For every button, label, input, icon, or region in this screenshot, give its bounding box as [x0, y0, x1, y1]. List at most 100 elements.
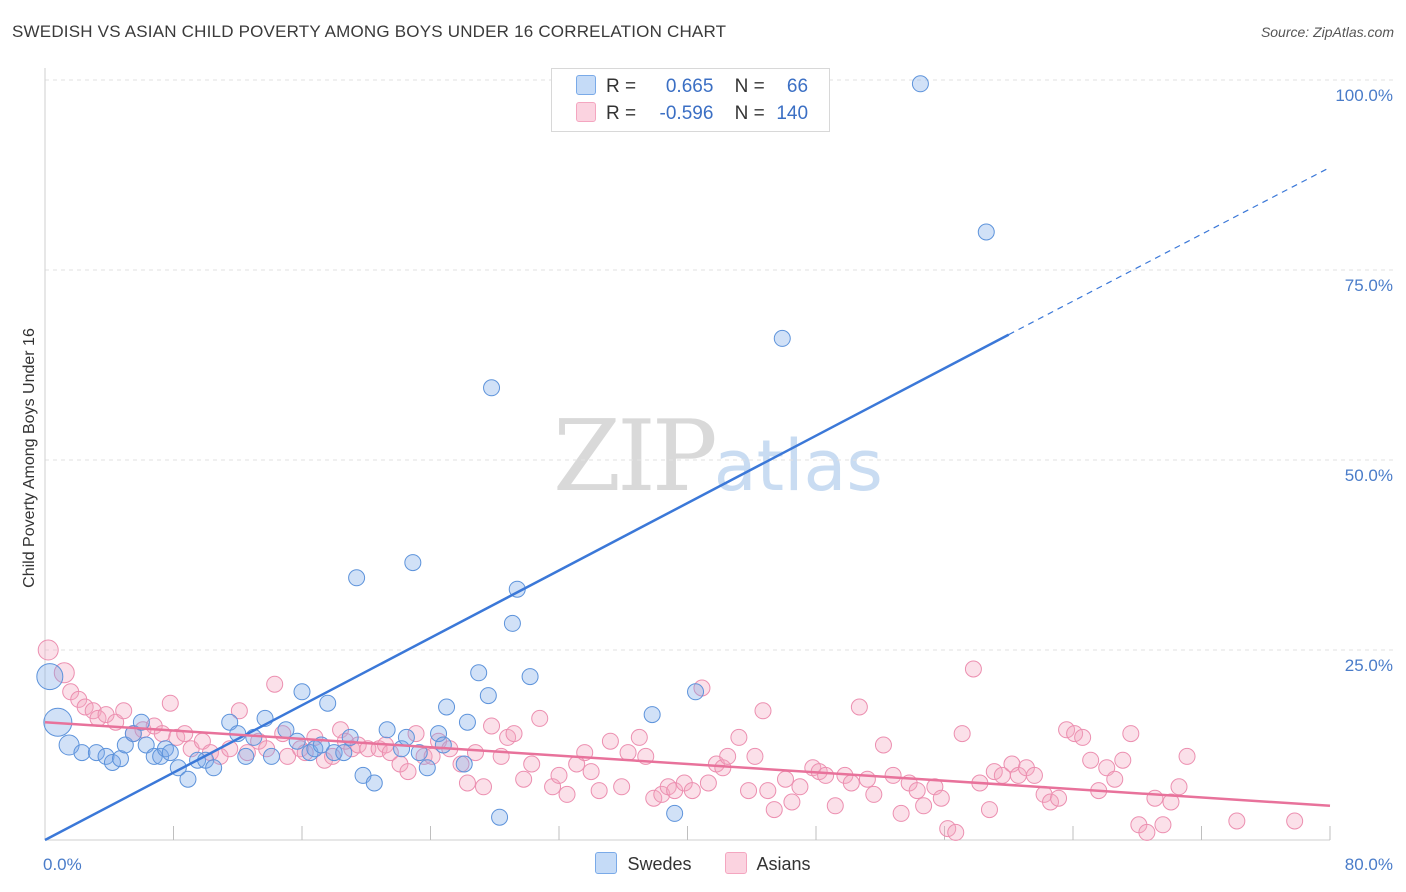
swedes-point [179, 770, 197, 788]
swedes-point [161, 744, 179, 762]
swedes-point [205, 759, 223, 777]
swedes-legend-label: Swedes [627, 854, 692, 874]
source-credit: Source: ZipAtlas.com [1260, 24, 1394, 40]
asians-point [153, 725, 171, 743]
asians-point [980, 801, 998, 819]
asians-point [939, 820, 957, 838]
asians-point [645, 789, 663, 807]
swedes-point [430, 725, 448, 743]
swedes-point [470, 664, 488, 682]
swedes-point [483, 379, 501, 397]
asians-point [915, 797, 933, 815]
swedes-point [666, 804, 684, 822]
watermark: ZIPatlas [553, 400, 883, 514]
asians-point [458, 774, 476, 792]
asians-point [1114, 751, 1132, 769]
legend-item-asians[interactable]: Asians [724, 852, 811, 875]
asians-point [947, 823, 965, 841]
asians-point [1154, 816, 1172, 834]
swedes-points [36, 75, 995, 826]
asians-point [590, 782, 608, 800]
asians-point [850, 698, 868, 716]
asians-point [466, 744, 484, 762]
swedes-point [687, 683, 705, 701]
swedes-point [348, 569, 366, 587]
swedes-point [434, 736, 452, 754]
swedes-point [103, 753, 121, 771]
asians-point [765, 801, 783, 819]
asians-point [558, 785, 576, 803]
swedes-point [438, 698, 456, 716]
series-legend: Swedes Asians [0, 852, 1406, 875]
trend-lines [44, 166, 1331, 842]
swedes-point [773, 329, 791, 347]
asians-point [791, 778, 809, 796]
asians-point [892, 804, 910, 822]
asians-point [1050, 789, 1068, 807]
asians-point [161, 694, 179, 712]
x-tick-label: 0.0% [43, 855, 82, 874]
y-tick-label: 50.0% [1345, 466, 1393, 485]
legend-n-value: 66 [786, 76, 809, 97]
asians-point [613, 778, 631, 796]
swedes-point [73, 744, 91, 762]
swedes-point [404, 554, 422, 572]
asians-point [1082, 751, 1100, 769]
legend-n-label: N = [734, 103, 765, 124]
asians-point [817, 766, 835, 784]
swedes-point [132, 713, 150, 731]
legend-r-value: -0.596 [659, 103, 714, 124]
asians-point [483, 717, 501, 735]
asians-point [826, 797, 844, 815]
watermark-atlas: atlas [713, 425, 883, 507]
swedes-point [262, 747, 280, 765]
swedes-swatch [576, 75, 596, 95]
y-tick-label: 100.0% [1335, 86, 1393, 105]
asians-point [985, 763, 1003, 781]
asians-point [740, 782, 758, 800]
asians-legend-label: Asians [756, 854, 811, 874]
swedes-point [977, 223, 995, 241]
asians-point [730, 728, 748, 746]
swedes-point [288, 732, 306, 750]
legend-r-label: R = [606, 103, 637, 124]
asians-point [531, 709, 549, 727]
swedes-point [325, 744, 343, 762]
asians-point [932, 789, 950, 807]
asians-point [776, 770, 794, 788]
asians-point [754, 702, 772, 720]
swedes-point [911, 75, 929, 93]
asians-point [1170, 778, 1188, 796]
asians-point [719, 747, 737, 765]
swedes-point [397, 728, 415, 746]
swedes-trend-extension [1008, 166, 1331, 336]
legend-row-asians: R = -0.596 N = 140 [576, 102, 808, 126]
swedes-point [36, 663, 64, 691]
asians-point [582, 763, 600, 781]
asians-point [683, 782, 701, 800]
asians-point [1178, 747, 1196, 765]
asians-point [37, 639, 59, 661]
legend-item-swedes[interactable]: Swedes [595, 852, 692, 875]
swedes-point [87, 744, 105, 762]
asians-point [746, 747, 764, 765]
asians-point [783, 793, 801, 811]
swedes-point [479, 687, 497, 705]
swedes-point [455, 755, 473, 773]
asians-point [619, 744, 637, 762]
swedes-point [378, 721, 396, 739]
swedes-point [365, 774, 383, 792]
legend-n-value: 140 [776, 103, 809, 124]
swedes-point [237, 747, 255, 765]
legend-n-label: N = [734, 76, 765, 97]
asians-point [475, 778, 493, 796]
axes [44, 68, 1331, 841]
asians-point [505, 725, 523, 743]
legend-r-value: 0.665 [665, 76, 714, 97]
asians-point [515, 770, 533, 788]
swedes-point [491, 808, 509, 826]
asians-point [168, 728, 186, 746]
tick-labels: 25.0% 50.0% 75.0% 100.0% 0.0% 80.0% [43, 86, 1393, 874]
chart-title: SWEDISH VS ASIAN CHILD POVERTY AMONG BOY… [12, 22, 727, 41]
